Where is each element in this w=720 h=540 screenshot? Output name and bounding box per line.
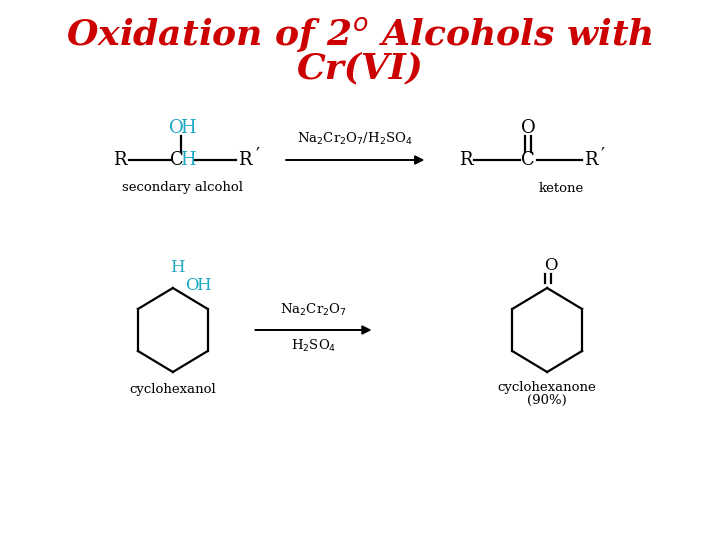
Text: O: O: [185, 276, 199, 294]
Text: O: O: [544, 258, 558, 274]
Text: C: C: [170, 151, 184, 169]
Text: ′: ′: [600, 146, 605, 164]
Text: O: O: [169, 119, 184, 137]
Text: secondary alcohol: secondary alcohol: [122, 181, 243, 194]
Text: R: R: [459, 151, 472, 169]
Text: R: R: [113, 151, 127, 169]
Text: ′: ′: [256, 146, 259, 164]
Text: Na$_2$Cr$_2$O$_7$/H$_2$SO$_4$: Na$_2$Cr$_2$O$_7$/H$_2$SO$_4$: [297, 131, 413, 147]
Text: H$_2$SO$_4$: H$_2$SO$_4$: [291, 338, 336, 354]
Text: O: O: [521, 119, 536, 137]
Text: R: R: [584, 151, 597, 169]
Text: H: H: [197, 276, 211, 294]
Text: H: H: [181, 151, 196, 169]
Text: C: C: [521, 151, 535, 169]
Text: (90%): (90%): [527, 394, 567, 407]
Text: R: R: [238, 151, 251, 169]
Text: Na$_2$Cr$_2$O$_7$: Na$_2$Cr$_2$O$_7$: [280, 302, 347, 318]
Text: cyclohexanol: cyclohexanol: [130, 383, 216, 396]
Text: Oxidation of 2$^o$ Alcohols with: Oxidation of 2$^o$ Alcohols with: [66, 16, 654, 55]
Text: Cr(VI): Cr(VI): [297, 51, 423, 85]
Text: H: H: [181, 119, 196, 137]
Text: H: H: [171, 260, 185, 276]
Text: cyclohexanone: cyclohexanone: [498, 381, 596, 394]
Text: ketone: ketone: [539, 181, 584, 194]
